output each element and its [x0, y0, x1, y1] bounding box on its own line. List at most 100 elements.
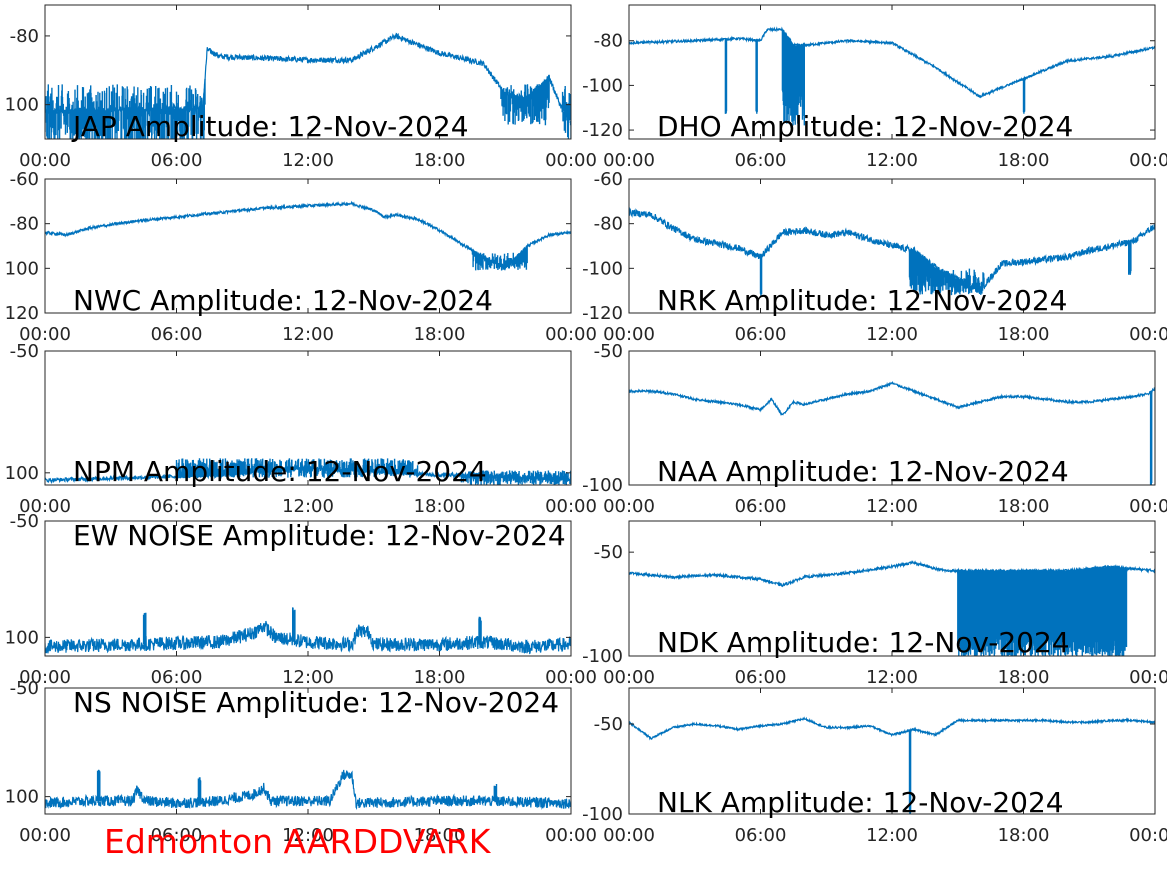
x-tick-label: 18:00 [414, 324, 466, 345]
y-tick-label: -100 [582, 804, 623, 825]
series-spike [471, 246, 528, 271]
x-tick-label: 00:00 [545, 150, 597, 171]
series-spike [1044, 568, 1058, 577]
x-tick-label: 00:00 [1129, 150, 1167, 171]
x-tick-label: 18:00 [998, 825, 1050, 846]
series-spike [724, 39, 728, 114]
x-tick-label: 18:00 [414, 496, 466, 517]
y-tick-label: -120 [582, 303, 623, 324]
series-spike [478, 616, 482, 643]
y-tick-label: -120 [582, 120, 623, 141]
series-spike [908, 249, 985, 296]
y-tick-label: 100 [5, 95, 39, 116]
y-tick-label: -50 [10, 341, 39, 362]
y-tick-label: 100 [5, 463, 39, 484]
x-tick-label: 06:00 [151, 150, 203, 171]
series-spike [908, 730, 912, 814]
x-tick-label: 00:00 [1129, 825, 1167, 846]
series-line [45, 769, 571, 810]
x-tick-label: 12:00 [282, 324, 334, 345]
panel-title: NAA Amplitude: 12-Nov-2024 [657, 455, 1069, 488]
x-tick-label: 18:00 [998, 496, 1050, 517]
series-spike [561, 86, 571, 139]
series-spike [759, 255, 763, 297]
x-tick-label: 00:00 [603, 150, 655, 171]
series-spike [197, 777, 202, 803]
x-tick-label: 06:00 [735, 667, 787, 688]
x-tick-label: 00:00 [19, 825, 71, 846]
footer-label: Edmonton AARDDVARK [104, 822, 491, 861]
y-tick-label: 100 [5, 627, 39, 648]
x-tick-label: 00:00 [19, 667, 71, 688]
y-tick-label: -100 [582, 646, 623, 667]
y-tick-label: -80 [594, 31, 623, 52]
x-tick-label: 00:00 [603, 825, 655, 846]
series-line [45, 620, 571, 655]
x-tick-label: 00:00 [19, 496, 71, 517]
panel-title: NS NOISE Amplitude: 12-Nov-2024 [73, 686, 559, 719]
x-tick-label: 12:00 [282, 496, 334, 517]
series-spike [1027, 570, 1036, 582]
panel-second-right: -60-80-100-12000:0006:0012:0018:0000:00N… [582, 169, 1167, 345]
x-tick-label: 12:00 [866, 667, 918, 688]
panel-title: NPM Amplitude: 12-Nov-2024 [73, 455, 487, 488]
series-spike [957, 566, 1128, 656]
x-tick-label: 06:00 [735, 825, 787, 846]
series-line [629, 716, 1155, 741]
y-tick-label: -50 [10, 511, 39, 532]
y-tick-label: 100 [5, 258, 39, 279]
y-tick-label: -50 [10, 678, 39, 699]
y-tick-label: -50 [594, 542, 623, 563]
panel-title: JAP Amplitude: 12-Nov-2024 [71, 110, 469, 143]
series-line [629, 26, 1155, 99]
series-spike [45, 78, 206, 139]
series-spike [500, 77, 550, 126]
y-tick-label: -80 [10, 214, 39, 235]
y-tick-label: -60 [594, 169, 623, 190]
x-tick-label: 18:00 [414, 150, 466, 171]
panel-title: NWC Amplitude: 12-Nov-2024 [73, 284, 493, 317]
x-tick-label: 06:00 [151, 496, 203, 517]
x-tick-label: 00:00 [545, 667, 597, 688]
panel-title: NDK Amplitude: 12-Nov-2024 [657, 626, 1070, 659]
series-spike [1128, 242, 1132, 275]
y-tick-label: -60 [10, 169, 39, 190]
x-tick-label: 00:00 [545, 825, 597, 846]
x-tick-label: 18:00 [414, 667, 466, 688]
series-line [45, 32, 571, 121]
y-tick-label: -50 [594, 714, 623, 735]
x-tick-label: 00:00 [19, 150, 71, 171]
series-spike [460, 470, 571, 485]
x-tick-label: 00:00 [545, 324, 597, 345]
x-tick-label: 18:00 [998, 667, 1050, 688]
y-tick-label: -80 [594, 214, 623, 235]
series-spike [1149, 391, 1153, 485]
x-tick-label: 06:00 [735, 324, 787, 345]
y-tick-label: 100 [5, 787, 39, 808]
y-tick-label: 120 [5, 303, 39, 324]
series-spike [142, 612, 147, 645]
x-tick-label: 18:00 [998, 324, 1050, 345]
x-tick-label: 06:00 [151, 667, 203, 688]
x-tick-label: 00:00 [603, 667, 655, 688]
x-tick-label: 12:00 [282, 825, 334, 846]
y-tick-label: -100 [582, 258, 623, 279]
x-tick-label: 06:00 [151, 324, 203, 345]
series-spike [493, 784, 498, 802]
panel-title: DHO Amplitude: 12-Nov-2024 [657, 110, 1073, 143]
series-spike [755, 40, 758, 114]
x-tick-label: 18:00 [998, 150, 1050, 171]
x-tick-label: 12:00 [282, 667, 334, 688]
x-tick-label: 00:00 [19, 324, 71, 345]
panel-fourth-left: -50 100 00:00 06:00 12:00 18:00 00:00 EW NOISE … [5, 511, 597, 688]
series-spike [96, 769, 101, 801]
x-tick-label: 12:00 [866, 150, 918, 171]
series-spike [175, 458, 419, 478]
x-tick-label: 00:00 [603, 324, 655, 345]
